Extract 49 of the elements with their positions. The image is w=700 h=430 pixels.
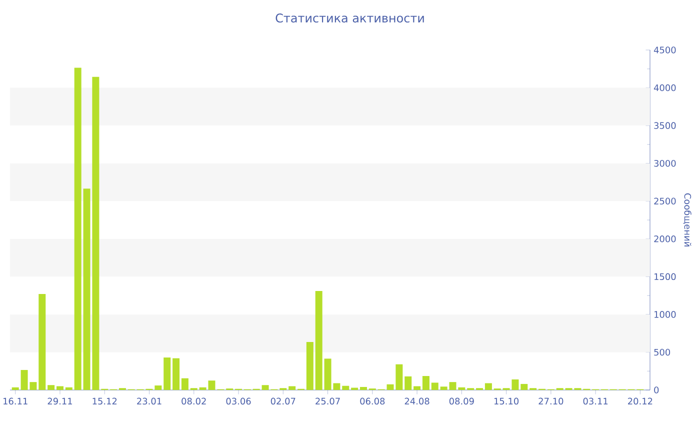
bar (422, 376, 430, 390)
bar (48, 385, 55, 390)
bar (484, 383, 492, 390)
x-tick-label: 06.08 (360, 398, 385, 405)
bar (342, 386, 350, 390)
bar (458, 387, 466, 390)
x-tick-label: 27.10 (538, 398, 564, 405)
y-tick-label: 0 (654, 386, 659, 394)
x-tick-label: 29.11 (48, 398, 72, 405)
y-tick-label: 1000 (654, 311, 676, 318)
bar (12, 387, 19, 390)
y-tick-label: 2500 (654, 198, 676, 204)
x-tick-label: 08.09 (449, 398, 474, 405)
bar (414, 386, 421, 390)
y-tick-label: 3000 (654, 160, 676, 167)
bar (404, 376, 412, 390)
x-tick-label: 16.11 (4, 398, 28, 405)
bar (306, 342, 314, 390)
x-tick-label: 15.12 (92, 398, 117, 405)
y-axis-title: Сообщений (683, 193, 692, 246)
x-tick-label: 23.01 (137, 398, 162, 405)
bar (315, 291, 322, 390)
bar (288, 386, 296, 390)
bar (65, 387, 72, 390)
bar (154, 385, 162, 390)
bar (520, 384, 528, 390)
bar (56, 386, 64, 390)
x-tick-label: 15.10 (494, 398, 519, 405)
y-tick-label: 500 (654, 348, 670, 356)
bar (164, 358, 171, 390)
x-tick-label: 02.07 (270, 398, 296, 405)
y-tick-label: 4000 (654, 84, 676, 92)
x-tick-label: 25.07 (316, 398, 340, 405)
bar (172, 358, 180, 390)
bar (360, 386, 367, 390)
x-tick-label: 20.12 (628, 398, 652, 405)
chart-title: Статистика активности (276, 14, 424, 23)
y-tick-label: 4500 (654, 46, 676, 54)
bar (38, 294, 46, 390)
bar (181, 378, 188, 390)
y-tick-label: 2000 (654, 235, 676, 242)
bar (74, 68, 82, 390)
x-tick-label: 24.08 (404, 398, 430, 405)
x-tick-label: 03.06 (226, 398, 251, 405)
y-tick-label: 3500 (654, 122, 676, 129)
bar (431, 382, 438, 390)
x-tick-label: 08.02 (182, 398, 206, 405)
y-tick-label: 1500 (654, 273, 676, 280)
x-tick-label: 03.11 (583, 398, 608, 405)
